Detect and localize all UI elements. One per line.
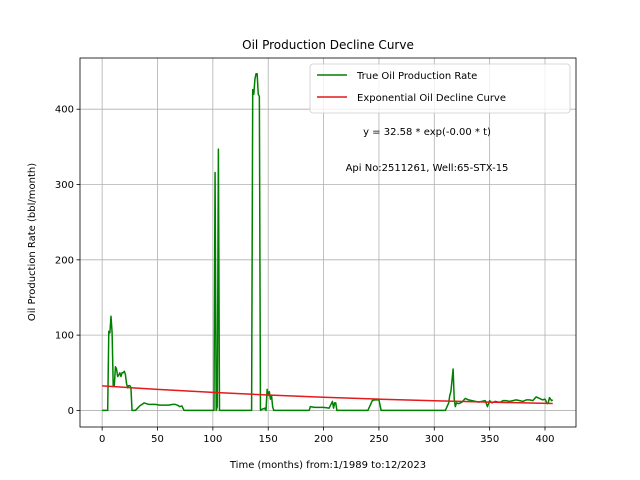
x-tick-label: 250 bbox=[369, 434, 388, 445]
well-info-annotation: Api No:2511261, Well:65-STX-15 bbox=[346, 163, 509, 174]
x-tick-label: 150 bbox=[259, 434, 278, 445]
fit-equation-annotation: y = 32.58 * exp(-0.00 * t) bbox=[363, 127, 491, 138]
legend: True Oil Production Rate Exponential Oil… bbox=[309, 63, 571, 114]
chart-title: Oil Production Decline Curve bbox=[242, 38, 414, 52]
x-axis-label: Time (months) from:1/1989 to:12/2023 bbox=[229, 460, 426, 471]
y-tick-label: 400 bbox=[55, 105, 74, 116]
x-tick-label: 300 bbox=[425, 434, 444, 445]
x-tick-label: 100 bbox=[203, 434, 222, 445]
y-tick-label: 100 bbox=[55, 331, 74, 342]
y-axis-label: Oil Production Rate (bbl/month) bbox=[27, 163, 38, 321]
x-tick-label: 0 bbox=[99, 434, 105, 445]
plot-frame bbox=[79, 57, 577, 428]
y-tick-label: 300 bbox=[55, 180, 74, 191]
y-tick-label: 200 bbox=[55, 255, 74, 266]
y-tick-label: 0 bbox=[68, 406, 74, 417]
x-tick-label: 350 bbox=[480, 434, 499, 445]
axis-ticks: 0 50 100 150 200 250 300 350 400 0 100 200 300 400 bbox=[55, 105, 555, 445]
legend-label-exponential: Exponential Oil Decline Curve bbox=[357, 93, 506, 104]
legend-box bbox=[309, 63, 571, 114]
legend-label-true-oil: True Oil Production Rate bbox=[356, 71, 477, 82]
x-tick-label: 50 bbox=[151, 434, 164, 445]
x-tick-label: 400 bbox=[535, 434, 554, 445]
exponential-decline-line bbox=[102, 385, 553, 405]
series-layer bbox=[102, 73, 554, 412]
x-tick-label: 200 bbox=[314, 434, 333, 445]
